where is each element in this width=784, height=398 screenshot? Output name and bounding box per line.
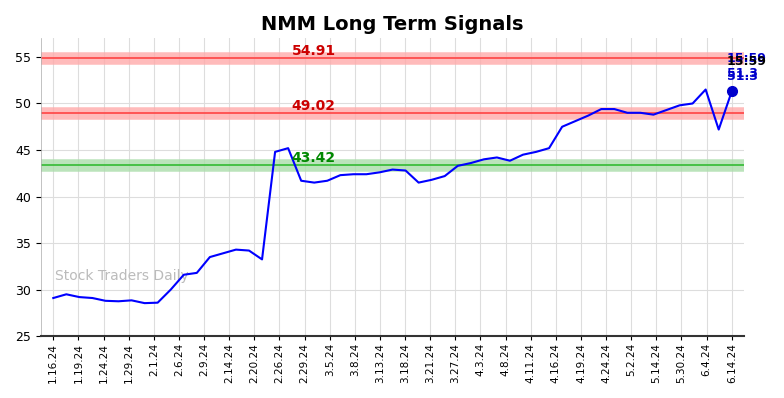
Title: NMM Long Term Signals: NMM Long Term Signals xyxy=(261,15,524,34)
Text: 51.3: 51.3 xyxy=(727,70,757,83)
Text: 54.91: 54.91 xyxy=(292,45,336,59)
Text: 43.42: 43.42 xyxy=(292,151,336,166)
Text: Stock Traders Daily: Stock Traders Daily xyxy=(55,269,188,283)
Text: 15:59
51.3: 15:59 51.3 xyxy=(727,52,767,80)
Text: 49.02: 49.02 xyxy=(292,99,336,113)
Text: 15:59: 15:59 xyxy=(727,55,767,68)
